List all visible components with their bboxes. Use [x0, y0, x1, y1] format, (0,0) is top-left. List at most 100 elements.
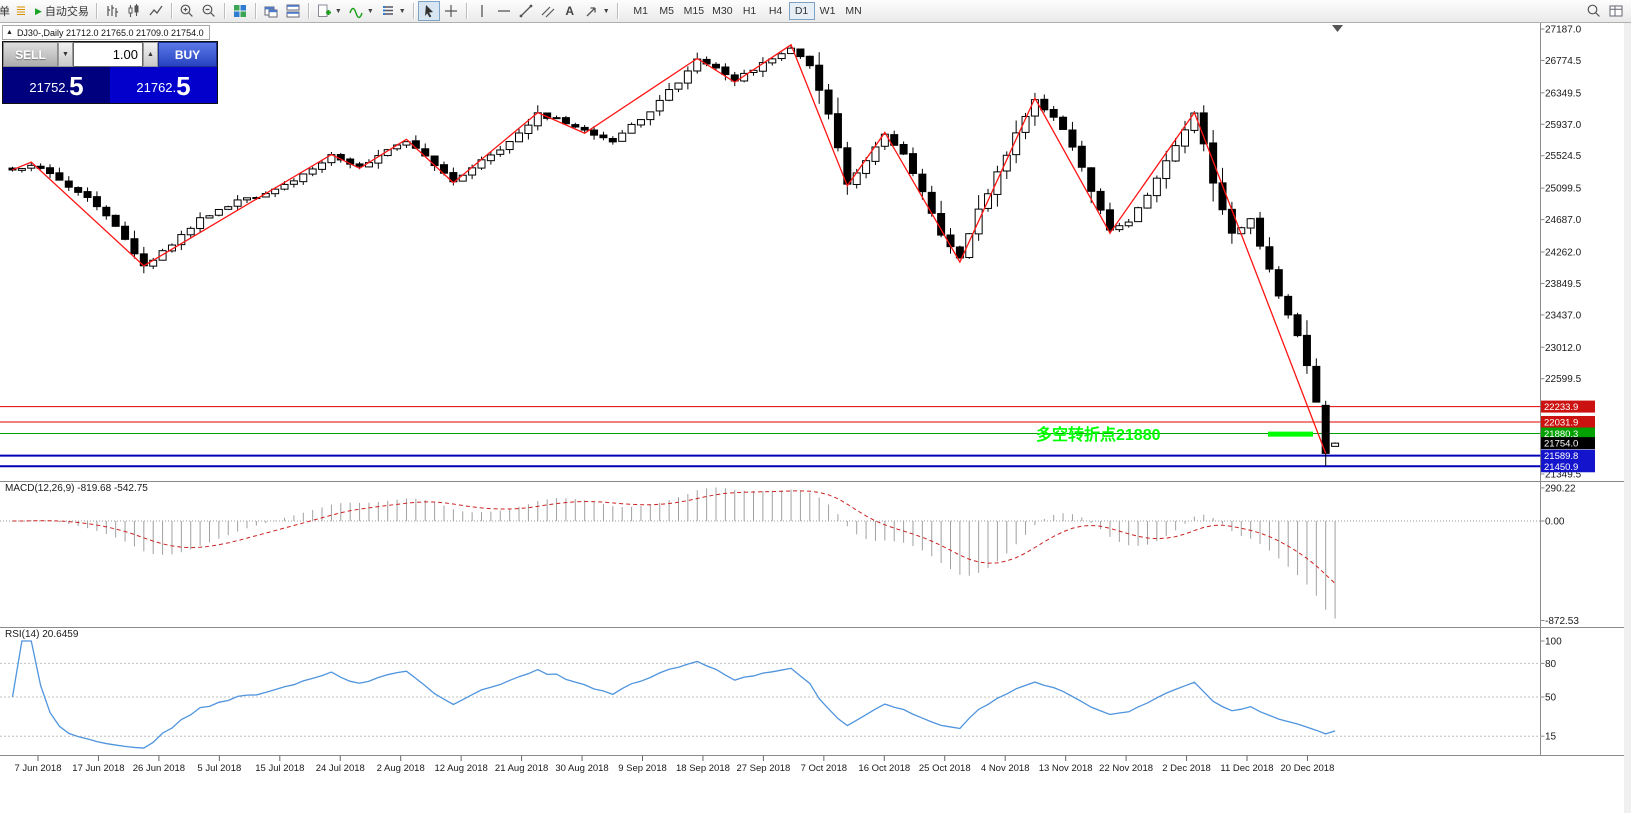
timeframe-m15[interactable]: M15 [680, 2, 708, 20]
grid-window-icon [1609, 5, 1623, 17]
tile-windows-button[interactable] [229, 1, 251, 21]
svg-text:20 Dec 2018: 20 Dec 2018 [1281, 763, 1335, 774]
svg-text:18 Sep 2018: 18 Sep 2018 [676, 763, 730, 774]
play-icon: ▶ [35, 5, 42, 16]
sell-price-small-digits: 21752. [29, 80, 70, 95]
volume-input[interactable] [73, 42, 143, 67]
autotrade-button[interactable]: ▶ 自动交易 [32, 1, 92, 21]
candlestick-chart-button[interactable] [123, 1, 145, 21]
tile-horizontal-button[interactable] [282, 1, 304, 21]
crosshair-button[interactable] [440, 1, 462, 21]
rsi-line [11, 640, 1336, 749]
candlestick-series [8, 45, 1340, 466]
new-order-icon [317, 4, 331, 17]
svg-text:5 Jul 2018: 5 Jul 2018 [197, 763, 241, 774]
search-icon [1587, 4, 1600, 17]
tile-grid-icon [233, 5, 246, 17]
search-button[interactable] [1583, 1, 1605, 21]
cascade-windows-button[interactable] [260, 1, 282, 21]
macd-panel: MACD(12,26,9) -819.68 -542.75 290.22 0.00 -… [0, 483, 1579, 627]
timeframe-m5[interactable]: M5 [654, 2, 680, 20]
svg-text:25 Oct 2018: 25 Oct 2018 [919, 763, 971, 774]
arrow-shape-icon [586, 7, 596, 17]
templates-button[interactable]: ▼ [377, 1, 409, 21]
svg-text:21349.5: 21349.5 [1545, 470, 1582, 481]
timeframe-h1[interactable]: H1 [737, 2, 763, 20]
timeframe-d1[interactable]: D1 [788, 2, 815, 20]
cascade-icon [264, 6, 278, 18]
svg-text:30 Aug 2018: 30 Aug 2018 [555, 763, 608, 774]
bar-chart-button[interactable] [101, 1, 123, 21]
svg-text:11 Dec 2018: 11 Dec 2018 [1220, 763, 1273, 774]
svg-text:7 Oct 2018: 7 Oct 2018 [801, 763, 847, 774]
horizontal-line-tool-button[interactable] [493, 1, 515, 21]
chart-shift-marker[interactable] [1332, 25, 1343, 32]
indicators-button[interactable]: ▼ [345, 1, 377, 21]
line-chart-button[interactable] [145, 1, 167, 21]
svg-text:9 Sep 2018: 9 Sep 2018 [618, 763, 667, 774]
chevron-down-icon: ▼ [334, 7, 342, 15]
zoom-in-button[interactable] [176, 1, 198, 21]
svg-text:2 Dec 2018: 2 Dec 2018 [1162, 763, 1211, 774]
volume-decrease-button[interactable]: ▼ [58, 42, 73, 67]
toolbar-separator [307, 3, 309, 19]
sell-button[interactable]: SELL [3, 42, 58, 67]
svg-text:25524.5: 25524.5 [1545, 151, 1582, 162]
zoom-in-icon [180, 4, 193, 17]
volume-increase-button[interactable]: ▲ [143, 42, 158, 67]
orders-stack-button[interactable]: ≣ [10, 1, 32, 21]
candlestick-icon [128, 4, 139, 17]
cursor-pointer-button[interactable] [417, 1, 440, 21]
timeframe-group: M1 M5 M15 M30 H1 H4 D1 W1 MN [628, 2, 867, 20]
buy-button[interactable]: BUY [158, 42, 217, 67]
timeframe-mn[interactable]: MN [841, 2, 867, 20]
date-axis: 7 Jun 2018 17 Jun 2018 26 Jun 2018 5 Jul 20… [14, 756, 1334, 774]
toolbar-separator [254, 3, 256, 19]
chevron-down-icon: ▼ [366, 7, 374, 15]
timeframe-h4[interactable]: H4 [763, 2, 789, 20]
zigzag-line[interactable] [12, 43, 1327, 454]
one-click-trading-panel: SELL ▼ ▲ BUY 21752. 5 21762. 5 [2, 41, 218, 104]
timeframe-m1[interactable]: M1 [628, 2, 654, 20]
svg-text:17 Jun 2018: 17 Jun 2018 [72, 763, 124, 774]
trendline-tool-button[interactable] [515, 1, 537, 21]
symbol-ohlc-text: DJ30-,Daily 21712.0 21765.0 21709.0 2175… [16, 27, 204, 38]
svg-text:12 Aug 2018: 12 Aug 2018 [434, 763, 487, 774]
channel-tool-button[interactable] [537, 1, 559, 21]
toolbar-right-group [1583, 1, 1627, 21]
timeframe-m30[interactable]: M30 [708, 2, 736, 20]
indicators-icon [349, 7, 363, 19]
line-chart-icon [149, 5, 163, 16]
text-tool-button[interactable]: A [559, 1, 581, 21]
svg-text:2 Aug 2018: 2 Aug 2018 [377, 763, 425, 774]
svg-text:21450.9: 21450.9 [1544, 462, 1578, 473]
pivot-annotation-text[interactable]: 多空转折点21880 [1036, 425, 1161, 444]
svg-text:21589.8: 21589.8 [1544, 451, 1578, 462]
svg-text:100: 100 [1545, 637, 1562, 648]
buy-price-small-digits: 21762. [136, 80, 177, 95]
main-toolbar: 单 ≣ ▶ 自动交易 ▼ ▼ ▼ [0, 0, 1631, 23]
svg-text:24262.0: 24262.0 [1545, 247, 1582, 258]
zoom-out-button[interactable] [198, 1, 220, 21]
svg-text:27 Sep 2018: 27 Sep 2018 [736, 763, 790, 774]
macd-label: MACD(12,26,9) -819.68 -542.75 [5, 483, 148, 494]
vertical-line-tool-button[interactable] [471, 1, 493, 21]
tile-horizontal-icon [286, 4, 300, 18]
svg-text:26349.5: 26349.5 [1545, 88, 1582, 99]
toolbar-separator [223, 3, 225, 19]
crosshair-icon [444, 5, 457, 17]
buy-price-display[interactable]: 21762. 5 [110, 67, 217, 103]
timeframe-w1[interactable]: W1 [815, 2, 841, 20]
collapse-triangle-icon[interactable]: ▲ [6, 29, 13, 36]
data-window-button[interactable] [1605, 1, 1627, 21]
svg-text:15: 15 [1545, 732, 1557, 743]
svg-text:15 Jul 2018: 15 Jul 2018 [255, 763, 304, 774]
sell-price-display[interactable]: 21752. 5 [3, 67, 110, 103]
new-order-button[interactable]: ▼ [313, 1, 345, 21]
svg-text:13 Nov 2018: 13 Nov 2018 [1039, 763, 1093, 774]
spinner-up-icon: ▲ [147, 51, 154, 58]
svg-text:23849.5: 23849.5 [1545, 279, 1582, 290]
trade-panel-top-row: SELL ▼ ▲ BUY [3, 42, 217, 67]
arrows-tool-button[interactable]: ▼ [581, 1, 613, 21]
